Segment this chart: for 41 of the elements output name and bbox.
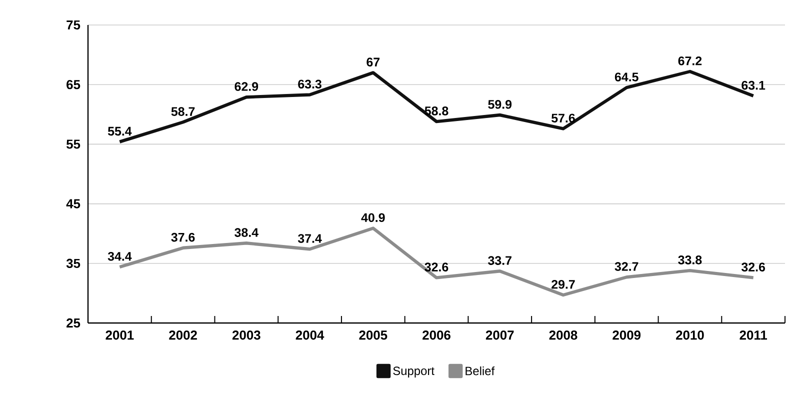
data-label: 58.7: [171, 107, 195, 116]
data-label: 34.4: [108, 252, 132, 261]
data-label: 37.6: [171, 232, 195, 242]
data-label: 37.4: [298, 234, 322, 243]
data-label: 63.3: [298, 80, 322, 89]
data-label: 32.7: [614, 262, 638, 271]
data-label: 58.8: [424, 106, 448, 116]
x-tick-label: 2011: [740, 330, 768, 340]
data-label: 64.5: [614, 72, 638, 82]
data-label: 33.7: [488, 256, 512, 265]
x-tick-label: 2003: [232, 330, 260, 340]
x-tick-label: 2010: [676, 330, 704, 340]
y-tick-label: 35: [66, 258, 80, 268]
y-tick-label: 65: [66, 80, 80, 90]
legend-label: Belief: [466, 366, 495, 376]
y-tick-label: 25: [66, 318, 80, 328]
data-label: 67.2: [678, 56, 702, 66]
x-tick-label: 2002: [169, 330, 197, 340]
data-label: 67: [366, 58, 380, 66]
data-label: 33.8: [678, 256, 702, 264]
data-label: 55.4: [108, 126, 132, 136]
x-tick-label: 2006: [422, 330, 450, 340]
data-label: 40.9: [361, 213, 385, 222]
x-tick-label: 2007: [486, 330, 514, 340]
y-tick-label: 55: [66, 140, 80, 149]
data-label: 62.9: [234, 82, 258, 91]
data-label: 59.9: [488, 100, 512, 109]
y-tick-label: 45: [66, 199, 80, 208]
data-label: 32.6: [424, 262, 448, 272]
data-label: 57.6: [552, 114, 575, 123]
data-label: 32.6: [741, 262, 765, 272]
x-tick-label: 2004: [296, 330, 324, 340]
x-tick-label: 2009: [612, 330, 641, 340]
x-tick-label: 2005: [359, 330, 388, 340]
legend-label: Support: [393, 366, 434, 378]
x-tick-label: 2008: [549, 330, 578, 340]
data-label: 29.7: [552, 280, 575, 289]
y-tick-label: 75: [66, 20, 80, 30]
data-label: 63.1: [742, 80, 766, 90]
x-tick-label: 2001: [106, 330, 134, 340]
data-label: 38.4: [234, 228, 258, 237]
